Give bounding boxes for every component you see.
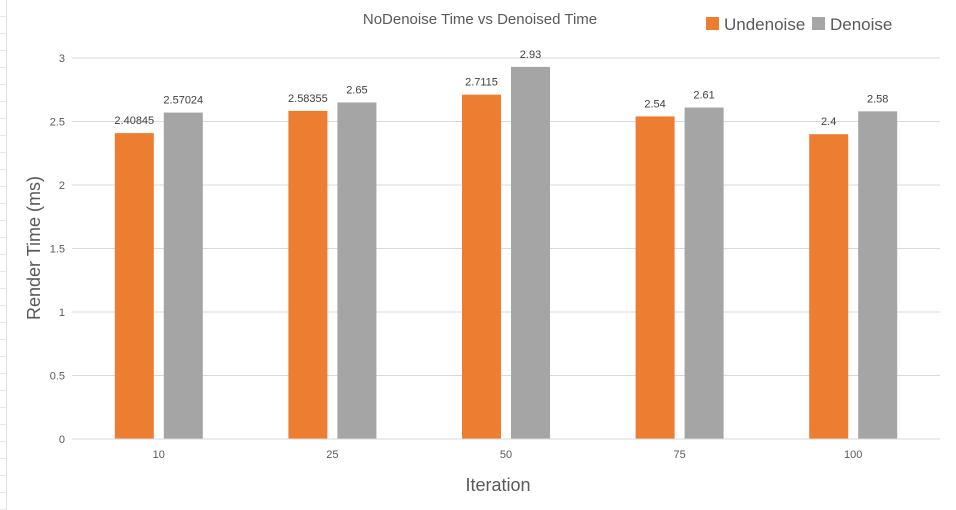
legend-swatch-denoise xyxy=(812,17,825,30)
y-axis-ticks: 0 0.5 1 1.5 2 2.5 3 xyxy=(50,53,65,446)
y-axis-title: Render Time (ms) xyxy=(24,176,44,320)
bar-denoise-10 xyxy=(163,112,203,439)
x-tick-label: 75 xyxy=(673,449,685,461)
bar-denoise-50 xyxy=(511,66,550,439)
y-tick-label: 2.5 xyxy=(50,117,65,129)
bar-undenoise-75 xyxy=(635,116,675,440)
y-tick-label: 1 xyxy=(59,307,65,319)
bar-undenoise-25 xyxy=(288,110,328,439)
legend-swatch-undenoise xyxy=(706,17,719,30)
data-label: 2.58355 xyxy=(288,93,328,105)
spreadsheet-edge xyxy=(0,0,7,510)
x-tick-label: 10 xyxy=(153,449,165,461)
y-tick-label: 2 xyxy=(59,180,65,192)
x-tick-label: 50 xyxy=(500,449,512,461)
legend: Undenoise Denoise xyxy=(706,15,892,34)
legend-label-undenoise: Undenoise xyxy=(724,15,805,34)
data-label: 2.58 xyxy=(867,93,888,105)
x-axis-ticks: 10 25 50 75 100 xyxy=(153,449,863,461)
gridlines xyxy=(72,57,940,376)
y-tick-label: 0.5 xyxy=(50,371,65,383)
x-tick-label: 25 xyxy=(326,449,338,461)
data-label: 2.65 xyxy=(346,84,367,96)
data-label: 2.7115 xyxy=(465,77,498,89)
bar-denoise-75 xyxy=(684,107,724,439)
y-tick-label: 0 xyxy=(59,434,65,446)
data-label: 2.61 xyxy=(693,90,714,102)
bar-undenoise-50 xyxy=(462,94,501,440)
bar-undenoise-100 xyxy=(809,134,849,439)
x-tick-label: 100 xyxy=(844,449,862,461)
bars xyxy=(114,66,898,440)
data-label: 2.40845 xyxy=(114,115,154,127)
legend-label-denoise: Denoise xyxy=(830,15,892,34)
y-tick-label: 1.5 xyxy=(50,244,65,256)
data-label: 2.93 xyxy=(520,49,541,61)
y-tick-label: 3 xyxy=(59,53,65,65)
data-label: 2.57024 xyxy=(163,95,203,107)
data-labels: 2.40845 2.57024 2.58355 2.65 2.7115 2.93 2.54 2… xyxy=(114,49,888,128)
bar-denoise-100 xyxy=(858,111,898,439)
bar-denoise-25 xyxy=(337,102,377,439)
bar-undenoise-10 xyxy=(114,133,154,440)
data-label: 2.4 xyxy=(821,116,836,128)
data-label: 2.54 xyxy=(644,98,665,110)
chart-title: NoDenoise Time vs Denoised Time xyxy=(363,11,597,28)
x-axis-title: Iteration xyxy=(465,475,530,495)
